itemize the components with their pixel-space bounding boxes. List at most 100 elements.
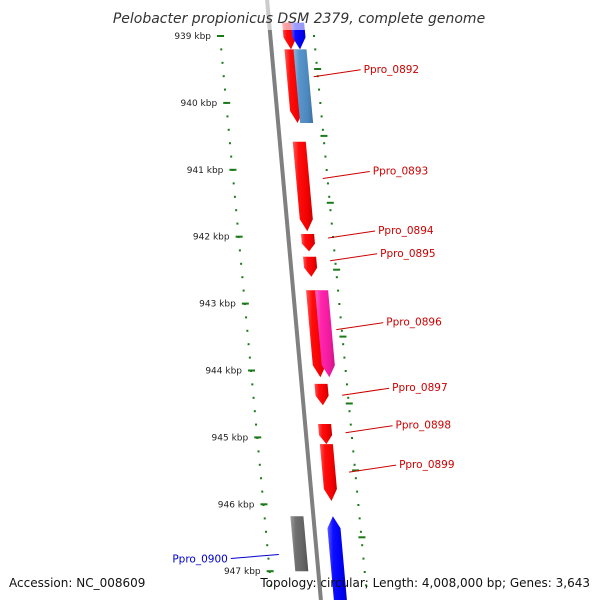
tick-dot bbox=[236, 222, 239, 225]
tick-dot bbox=[233, 195, 236, 198]
tick-dot bbox=[357, 504, 360, 506]
tick-dot bbox=[343, 356, 346, 359]
tick-dot bbox=[313, 35, 315, 37]
gene-label[interactable]: Ppro_0898 bbox=[396, 420, 451, 432]
gene-feature-shading bbox=[314, 383, 329, 406]
tick-dot bbox=[251, 383, 254, 386]
tick-dot bbox=[257, 450, 260, 453]
tick-dot bbox=[338, 303, 341, 305]
gene-feature-shading bbox=[292, 141, 313, 232]
tick-label: 940 kbp bbox=[181, 99, 218, 109]
leader-line bbox=[313, 69, 361, 78]
gene-feature-shading bbox=[327, 516, 347, 600]
tick-dot bbox=[221, 61, 224, 64]
genome-summary-text: Topology: circular; Length: 4,008,000 bp… bbox=[259, 576, 590, 590]
tick-dot bbox=[351, 437, 354, 439]
accession-text: Accession: NC_008609 bbox=[9, 576, 145, 590]
tick-label: 941 kbp bbox=[187, 166, 224, 176]
tick-dot bbox=[246, 329, 249, 332]
tick-dot bbox=[260, 477, 263, 480]
tick-dot bbox=[340, 329, 343, 332]
tick-label: 942 kbp bbox=[193, 233, 230, 243]
tick-dot bbox=[329, 209, 332, 212]
map-title: Pelobacter propionicus DSM 2379, complet… bbox=[113, 11, 485, 27]
tick-dot bbox=[321, 128, 324, 131]
tick-dot bbox=[241, 276, 244, 279]
tick-dot bbox=[333, 249, 336, 252]
gene-label[interactable]: Ppro_0894 bbox=[378, 225, 434, 237]
tick-dot bbox=[358, 517, 361, 520]
tick-label: 946 kbp bbox=[218, 500, 255, 510]
leader-line bbox=[322, 170, 370, 179]
gene-label[interactable]: Ppro_0897 bbox=[392, 382, 447, 394]
tick-dot bbox=[364, 584, 367, 587]
tick-dot bbox=[269, 584, 272, 587]
tick-dot bbox=[235, 209, 238, 212]
tick-dot bbox=[314, 48, 317, 51]
tick-dot bbox=[323, 142, 326, 145]
tick-dot bbox=[320, 115, 323, 118]
tick-dot bbox=[359, 530, 362, 533]
tick-dot bbox=[226, 115, 229, 118]
gene-label[interactable]: Ppro_0892 bbox=[364, 64, 419, 76]
tick-label: 945 kbp bbox=[212, 433, 249, 443]
tick-dot bbox=[261, 490, 264, 493]
tick-dot bbox=[362, 557, 365, 560]
gene-label[interactable]: Ppro_0896 bbox=[386, 317, 442, 329]
tick-dot bbox=[223, 88, 226, 91]
tick-dot bbox=[324, 155, 327, 158]
tick-dot bbox=[228, 142, 231, 145]
tick-dot bbox=[326, 182, 329, 185]
tick-dot bbox=[258, 463, 261, 466]
tick-dot bbox=[352, 450, 355, 453]
tick-dot bbox=[330, 222, 333, 225]
tick-dot bbox=[354, 477, 357, 480]
gene-feature-shading bbox=[318, 424, 333, 445]
tick-dot bbox=[238, 249, 241, 252]
tick-dot bbox=[361, 544, 364, 547]
gene-feature-shading bbox=[319, 444, 337, 501]
tick-dot bbox=[345, 383, 348, 386]
gene-feature-shading bbox=[315, 290, 335, 378]
tick-dot bbox=[347, 396, 350, 399]
tick-dot bbox=[266, 544, 269, 547]
leader-line bbox=[330, 253, 378, 262]
tick-dot bbox=[240, 262, 243, 265]
tick-label: 944 kbp bbox=[205, 367, 242, 377]
genome-backbone bbox=[265, 0, 323, 600]
tick-label: 947 kbp bbox=[224, 567, 261, 577]
tick-dot bbox=[227, 128, 230, 131]
tick-dot bbox=[325, 169, 328, 171]
gene-label[interactable]: Ppro_0893 bbox=[373, 165, 428, 177]
leader-line bbox=[328, 230, 376, 239]
tick-dot bbox=[344, 370, 347, 372]
label-layer: Ppro_0892 Ppro_0893 Ppro_0894 Ppro_0895 Ppro… bbox=[172, 64, 454, 566]
gene-feature-shading bbox=[290, 516, 309, 572]
leader-line bbox=[342, 387, 390, 396]
tick-dot bbox=[245, 316, 248, 319]
tick-dot bbox=[318, 88, 321, 91]
tick-dot bbox=[315, 61, 318, 64]
tick-label: 939 kbp bbox=[174, 32, 211, 42]
gene-feature-shading bbox=[303, 256, 318, 277]
leader-line bbox=[345, 425, 393, 434]
tick-dot bbox=[267, 557, 270, 560]
gene-label[interactable]: Ppro_0895 bbox=[380, 248, 435, 260]
tick-dot bbox=[334, 262, 337, 265]
tick-dot bbox=[222, 75, 225, 78]
tick-dot bbox=[339, 316, 342, 319]
tick-dot bbox=[264, 530, 267, 533]
tick-dot bbox=[356, 490, 359, 493]
tick-layer: 939 kbp 940 kbp 941 kbp 942 kbp 943 kbp 944 k… bbox=[174, 32, 367, 587]
gene-label[interactable]: Ppro_0900 bbox=[172, 553, 227, 565]
leader-line bbox=[336, 322, 384, 331]
tick-dot bbox=[337, 289, 340, 292]
gene-label[interactable]: Ppro_0899 bbox=[399, 459, 454, 471]
tick-dot bbox=[248, 356, 251, 359]
tick-dot bbox=[232, 182, 235, 185]
tick-dot bbox=[230, 155, 233, 158]
tick-dot bbox=[349, 423, 352, 426]
tick-dot bbox=[319, 102, 322, 104]
tick-dot bbox=[263, 517, 266, 520]
